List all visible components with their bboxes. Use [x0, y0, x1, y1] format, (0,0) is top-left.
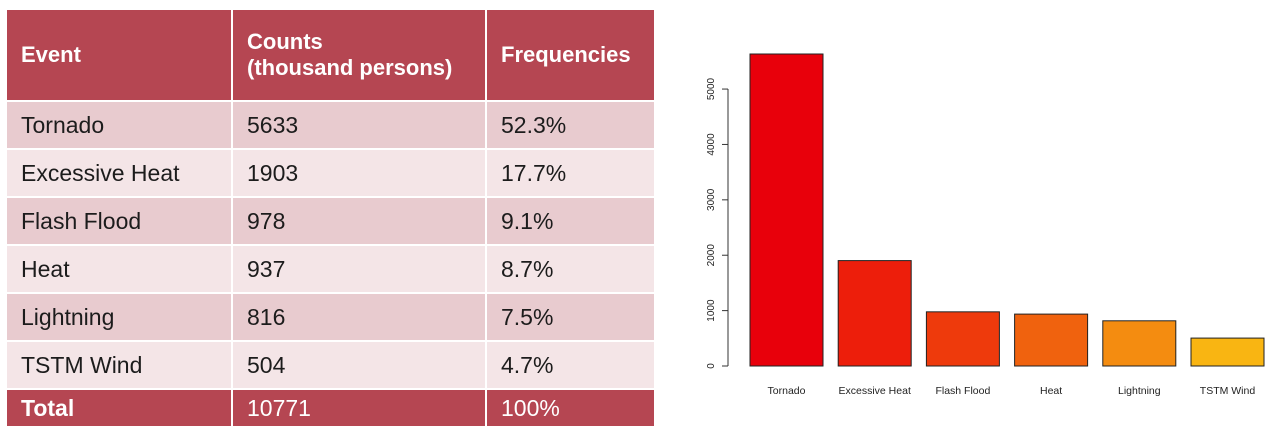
header-frequencies: Frequencies [486, 10, 654, 102]
header-counts: Counts (thousand persons) [232, 10, 487, 102]
bar-flash-flood [925, 311, 1000, 367]
summary-table-container: Event Counts (thousand persons) Frequenc… [7, 10, 654, 430]
table-row: Heat 937 8.7% [7, 245, 654, 294]
table-header-row: Event Counts (thousand persons) Frequenc… [7, 10, 654, 102]
x-tick-label: Flash Flood [935, 385, 990, 397]
x-tick-label: Tornado [768, 385, 806, 397]
cell-frequency: 17.7% [486, 149, 654, 198]
y-tick-label: 4000 [706, 133, 717, 156]
bar-tornado [749, 53, 824, 367]
y-tick-label: 5000 [706, 78, 717, 101]
cell-frequency: 7.5% [486, 293, 654, 342]
table-row: Lightning 816 7.5% [7, 293, 654, 342]
cell-frequency: 4.7% [486, 341, 654, 390]
cell-count: 1903 [232, 149, 487, 198]
x-tick-label: Excessive Heat [839, 385, 911, 397]
cell-event: Tornado [7, 101, 233, 150]
bar-lightning [1102, 320, 1177, 367]
total-count: 10771 [232, 389, 487, 428]
x-tick-label: Heat [1040, 385, 1062, 397]
bar-excessive-heat [837, 260, 912, 367]
table-row: TSTM Wind 504 4.7% [7, 341, 654, 390]
y-tick-label: 3000 [706, 188, 717, 211]
y-tick-label: 0 [706, 363, 717, 369]
summary-table: Event Counts (thousand persons) Frequenc… [7, 10, 654, 428]
cell-frequency: 9.1% [486, 197, 654, 246]
cell-event: TSTM Wind [7, 341, 233, 390]
table-row: Tornado 5633 52.3% [7, 101, 654, 150]
cell-count: 937 [232, 245, 487, 294]
cell-count: 816 [232, 293, 487, 342]
cell-count: 5633 [232, 101, 487, 150]
cell-count: 504 [232, 341, 487, 390]
y-tick-label: 2000 [706, 244, 717, 267]
cell-event: Lightning [7, 293, 233, 342]
total-label: Total [7, 389, 233, 428]
table-row: Excessive Heat 1903 17.7% [7, 149, 654, 198]
x-tick-label: Lightning [1118, 385, 1161, 397]
total-frequency: 100% [486, 389, 654, 428]
cell-frequency: 8.7% [486, 245, 654, 294]
bar-chart: 0 1000 2000 3000 4000 5000 Tornado Excessive He… [706, 53, 1265, 397]
x-tick-label: TSTM Wind [1200, 385, 1256, 397]
cell-event: Flash Flood [7, 197, 233, 246]
header-event: Event [7, 10, 233, 102]
cell-count: 978 [232, 197, 487, 246]
cell-frequency: 52.3% [486, 101, 654, 150]
header-counts-text: Counts (thousand persons) [247, 29, 453, 80]
bar-heat [1014, 313, 1089, 367]
y-tick-label: 1000 [706, 299, 717, 322]
table-row: Flash Flood 978 9.1% [7, 197, 654, 246]
bar-tstm-wind [1190, 337, 1265, 367]
cell-event: Excessive Heat [7, 149, 233, 198]
table-total-row: Total 10771 100% [7, 389, 654, 428]
cell-event: Heat [7, 245, 233, 294]
